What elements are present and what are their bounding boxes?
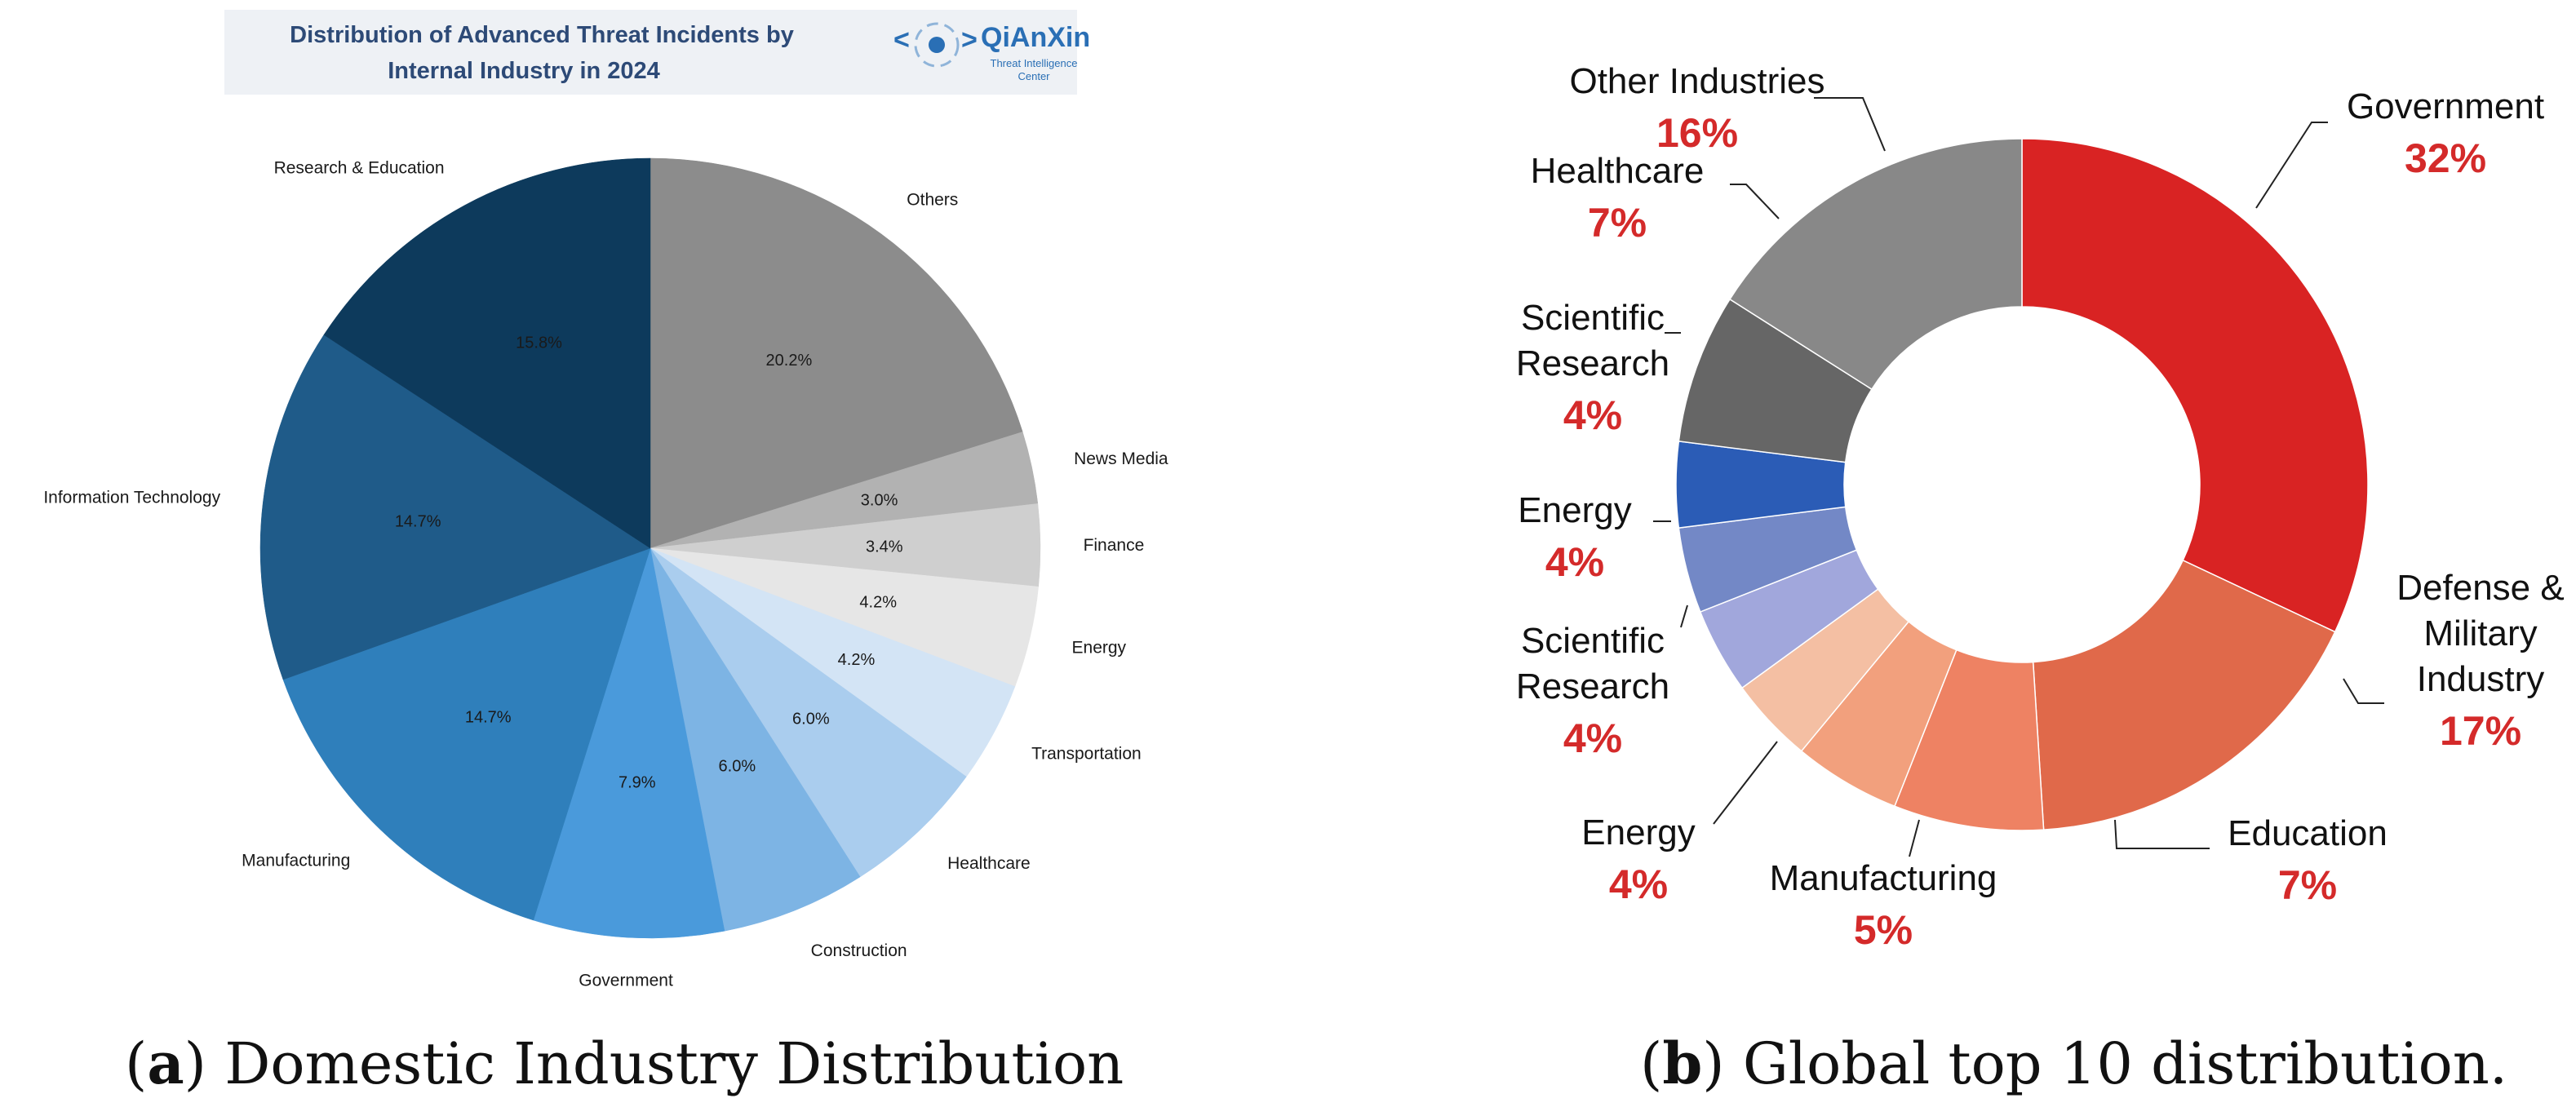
donut-b-pct-4-manufacturing: 5% bbox=[1854, 907, 1913, 953]
pie-a-pct-transportation: 4.2% bbox=[838, 651, 876, 669]
pie-a-pct-finance: 3.4% bbox=[866, 538, 903, 556]
donut-b-name-2-defense-military-industry-line-1: Defense & bbox=[2396, 568, 2564, 608]
logo-brand-name: QiAnXin bbox=[981, 22, 1090, 53]
donut-chart-b bbox=[1675, 138, 2369, 831]
pie-a-label-finance: Finance bbox=[1084, 536, 1145, 555]
pie-a-slice-manufacturing bbox=[282, 547, 651, 921]
donut-b-leader-9-healthcare bbox=[1730, 184, 1780, 219]
donut-b-pct-5-energy: 4% bbox=[1609, 861, 1668, 907]
pie-a-label-healthcare: Healthcare bbox=[947, 854, 1031, 873]
logo-sub-line-2: Center bbox=[1018, 70, 1050, 82]
donut-b-slice-10-other-industries bbox=[1728, 138, 2023, 391]
pie-a-label-energy: Energy bbox=[1072, 638, 1127, 657]
donut-b-pct-6-scientific-research: 4% bbox=[1563, 715, 1622, 761]
logo-sub-line-1: Threat Intelligence bbox=[991, 57, 1078, 69]
pie-a-slice-information-technology bbox=[259, 334, 651, 680]
pie-chart-a: 20.2% Others 3.0% News Media 3.4% Finance 4.2%… bbox=[43, 157, 1168, 990]
pie-a-pct-government: 7.9% bbox=[619, 773, 656, 791]
donut-b-slice-1-government bbox=[2021, 138, 2369, 633]
pie-a-label-others: Others bbox=[907, 191, 958, 210]
logo-bracket-right-icon: > bbox=[961, 24, 978, 55]
donut-b-name-2-defense-military-industry-line-2: Military bbox=[2423, 613, 2537, 653]
panel-a-title-line-1: Distribution of Advanced Threat Incident… bbox=[290, 22, 794, 48]
pie-a-slice-government bbox=[533, 547, 725, 939]
caption-a-text: Domestic Industry Distribution bbox=[224, 1030, 1124, 1097]
pie-a-pct-healthcare: 6.0% bbox=[792, 711, 830, 728]
panel-b: Government 32% Defense & Military Industry 17… bbox=[1516, 61, 2565, 1097]
logo-ring-icon bbox=[914, 22, 960, 68]
donut-b-name-8-scientific-research-line-1: Scientific bbox=[1521, 298, 1665, 338]
caption-b-letter: b bbox=[1662, 1030, 1702, 1097]
pie-a-pct-research-education: 15.8% bbox=[516, 334, 562, 352]
donut-b-pct-8-scientific-research: 4% bbox=[1563, 392, 1622, 438]
donut-b-name-9-healthcare-line-1: Healthcare bbox=[1531, 151, 1705, 191]
donut-b-name-3-education-line-1: Education bbox=[2228, 813, 2388, 853]
pie-a-slice-research-education bbox=[323, 157, 651, 549]
donut-b-name-1-government-line-1: Government bbox=[2347, 86, 2544, 126]
logo-dot-icon bbox=[929, 37, 945, 53]
pie-a-label-news-media: News Media bbox=[1074, 450, 1168, 468]
donut-b-leader-2-defense-military-industry bbox=[2343, 678, 2384, 704]
donut-b-name-10-other-industries-line-1: Other Industries bbox=[1569, 61, 1824, 101]
panel-a: Distribution of Advanced Threat Incident… bbox=[43, 10, 1168, 1097]
donut-b-pct-7-energy: 4% bbox=[1545, 539, 1604, 585]
pie-a-slice-others bbox=[650, 157, 1023, 549]
pie-a-pct-others: 20.2% bbox=[766, 352, 813, 370]
donut-b-name-2-defense-military-industry-line-3: Industry bbox=[2417, 659, 2545, 699]
pie-a-label-construction: Construction bbox=[811, 941, 907, 960]
pie-a-label-transportation: Transportation bbox=[1031, 745, 1142, 764]
donut-b-leader-5-energy bbox=[1713, 741, 1778, 825]
pie-a-pct-news-media: 3.0% bbox=[861, 492, 898, 510]
caption-b: (b) Global top 10 distribution. bbox=[1640, 1030, 2507, 1097]
donut-b-name-7-energy-line-1: Energy bbox=[1518, 490, 1631, 530]
donut-b-name-8-scientific-research-line-2: Research bbox=[1516, 343, 1669, 383]
donut-b-leader-10-other-industries bbox=[1814, 97, 1886, 152]
donut-b-pct-3-education: 7% bbox=[2278, 862, 2337, 908]
pie-a-label-research-education: Research & Education bbox=[274, 158, 445, 177]
pie-a-pct-information-technology: 14.7% bbox=[395, 512, 441, 530]
panel-a-title-line-2: Internal Industry in 2024 bbox=[388, 58, 660, 84]
pie-a-pct-construction: 6.0% bbox=[719, 757, 756, 775]
donut-b-slice-2-defense-military-industry bbox=[2032, 559, 2336, 830]
pie-a-label-manufacturing: Manufacturing bbox=[242, 851, 350, 870]
donut-b-leader-1-government bbox=[2255, 122, 2328, 209]
logo-bracket-left-icon: < bbox=[893, 24, 910, 55]
donut-b-pct-1-government: 32% bbox=[2405, 135, 2486, 181]
caption-a: (a) Domestic Industry Distribution bbox=[125, 1030, 1124, 1097]
donut-b-name-5-energy-line-1: Energy bbox=[1581, 813, 1695, 852]
pie-a-slice-healthcare bbox=[650, 547, 967, 878]
donut-b-name-6-scientific-research-line-1: Scientific bbox=[1521, 621, 1665, 661]
donut-b-leader-3-education bbox=[2114, 819, 2210, 849]
donut-b-labels: Government 32% Defense & Military Industry 17… bbox=[1516, 61, 2565, 953]
pie-a-label-government: Government bbox=[579, 972, 673, 990]
caption-b-text: Global top 10 distribution. bbox=[1743, 1030, 2507, 1097]
pie-a-label-information-technology: Information Technology bbox=[43, 489, 220, 507]
pie-a-pct-manufacturing: 14.7% bbox=[465, 709, 512, 727]
donut-b-name-6-scientific-research-line-2: Research bbox=[1516, 666, 1669, 706]
donut-b-pct-9-healthcare: 7% bbox=[1588, 200, 1647, 246]
donut-b-leader-4-manufacturing bbox=[1909, 819, 1920, 857]
donut-b-name-4-manufacturing-line-1: Manufacturing bbox=[1770, 858, 1997, 898]
svg-text:(b) Global top 10 distribution: (b) Global top 10 distribution. bbox=[1640, 1030, 2507, 1097]
pie-a-pct-energy: 4.2% bbox=[859, 594, 897, 612]
donut-b-leader-6-scientific-research bbox=[1680, 604, 1688, 628]
donut-b-pct-2-defense-military-industry: 17% bbox=[2440, 708, 2521, 754]
caption-a-letter: a bbox=[147, 1030, 184, 1097]
svg-text:(a) Domestic Industry Distribu: (a) Domestic Industry Distribution bbox=[125, 1030, 1124, 1097]
donut-b-pct-10-other-industries: 16% bbox=[1656, 110, 1738, 156]
qianxin-logo: < > QiAnXin Threat Intelligence Center bbox=[893, 22, 1090, 82]
pie-a-slice-construction bbox=[650, 547, 861, 932]
